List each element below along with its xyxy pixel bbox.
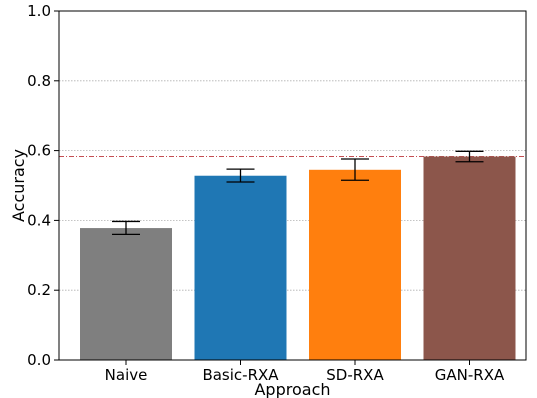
y-tick-label: 1.0 [27,2,51,20]
y-tick-label: 0.4 [27,211,51,229]
y-tick-label: 0.0 [27,351,51,369]
bar [194,175,287,360]
x-tick-label: GAN-RXA [435,366,505,384]
x-tick-label: SD-RXA [326,366,384,384]
plot-frame [58,10,527,361]
y-axis-ticks: 0.0 0.2 0.4 0.6 0.8 1.0 [27,2,59,369]
y-axis-label: Accuracy [9,149,28,222]
x-axis-label: Approach [254,380,330,398]
bar [423,156,516,360]
y-tick-label: 0.8 [27,72,51,90]
bar [80,228,172,360]
bar [309,169,401,360]
x-tick-label: Naive [105,366,148,384]
x-axis-ticks: Naive Basic-RXA SD-RXA GAN-RXA [105,360,505,384]
y-tick-label: 0.2 [27,281,51,299]
error-bars [112,150,484,236]
y-tick-label: 0.6 [27,142,51,160]
x-tick-label: Basic-RXA [202,366,279,384]
bars [80,156,516,360]
